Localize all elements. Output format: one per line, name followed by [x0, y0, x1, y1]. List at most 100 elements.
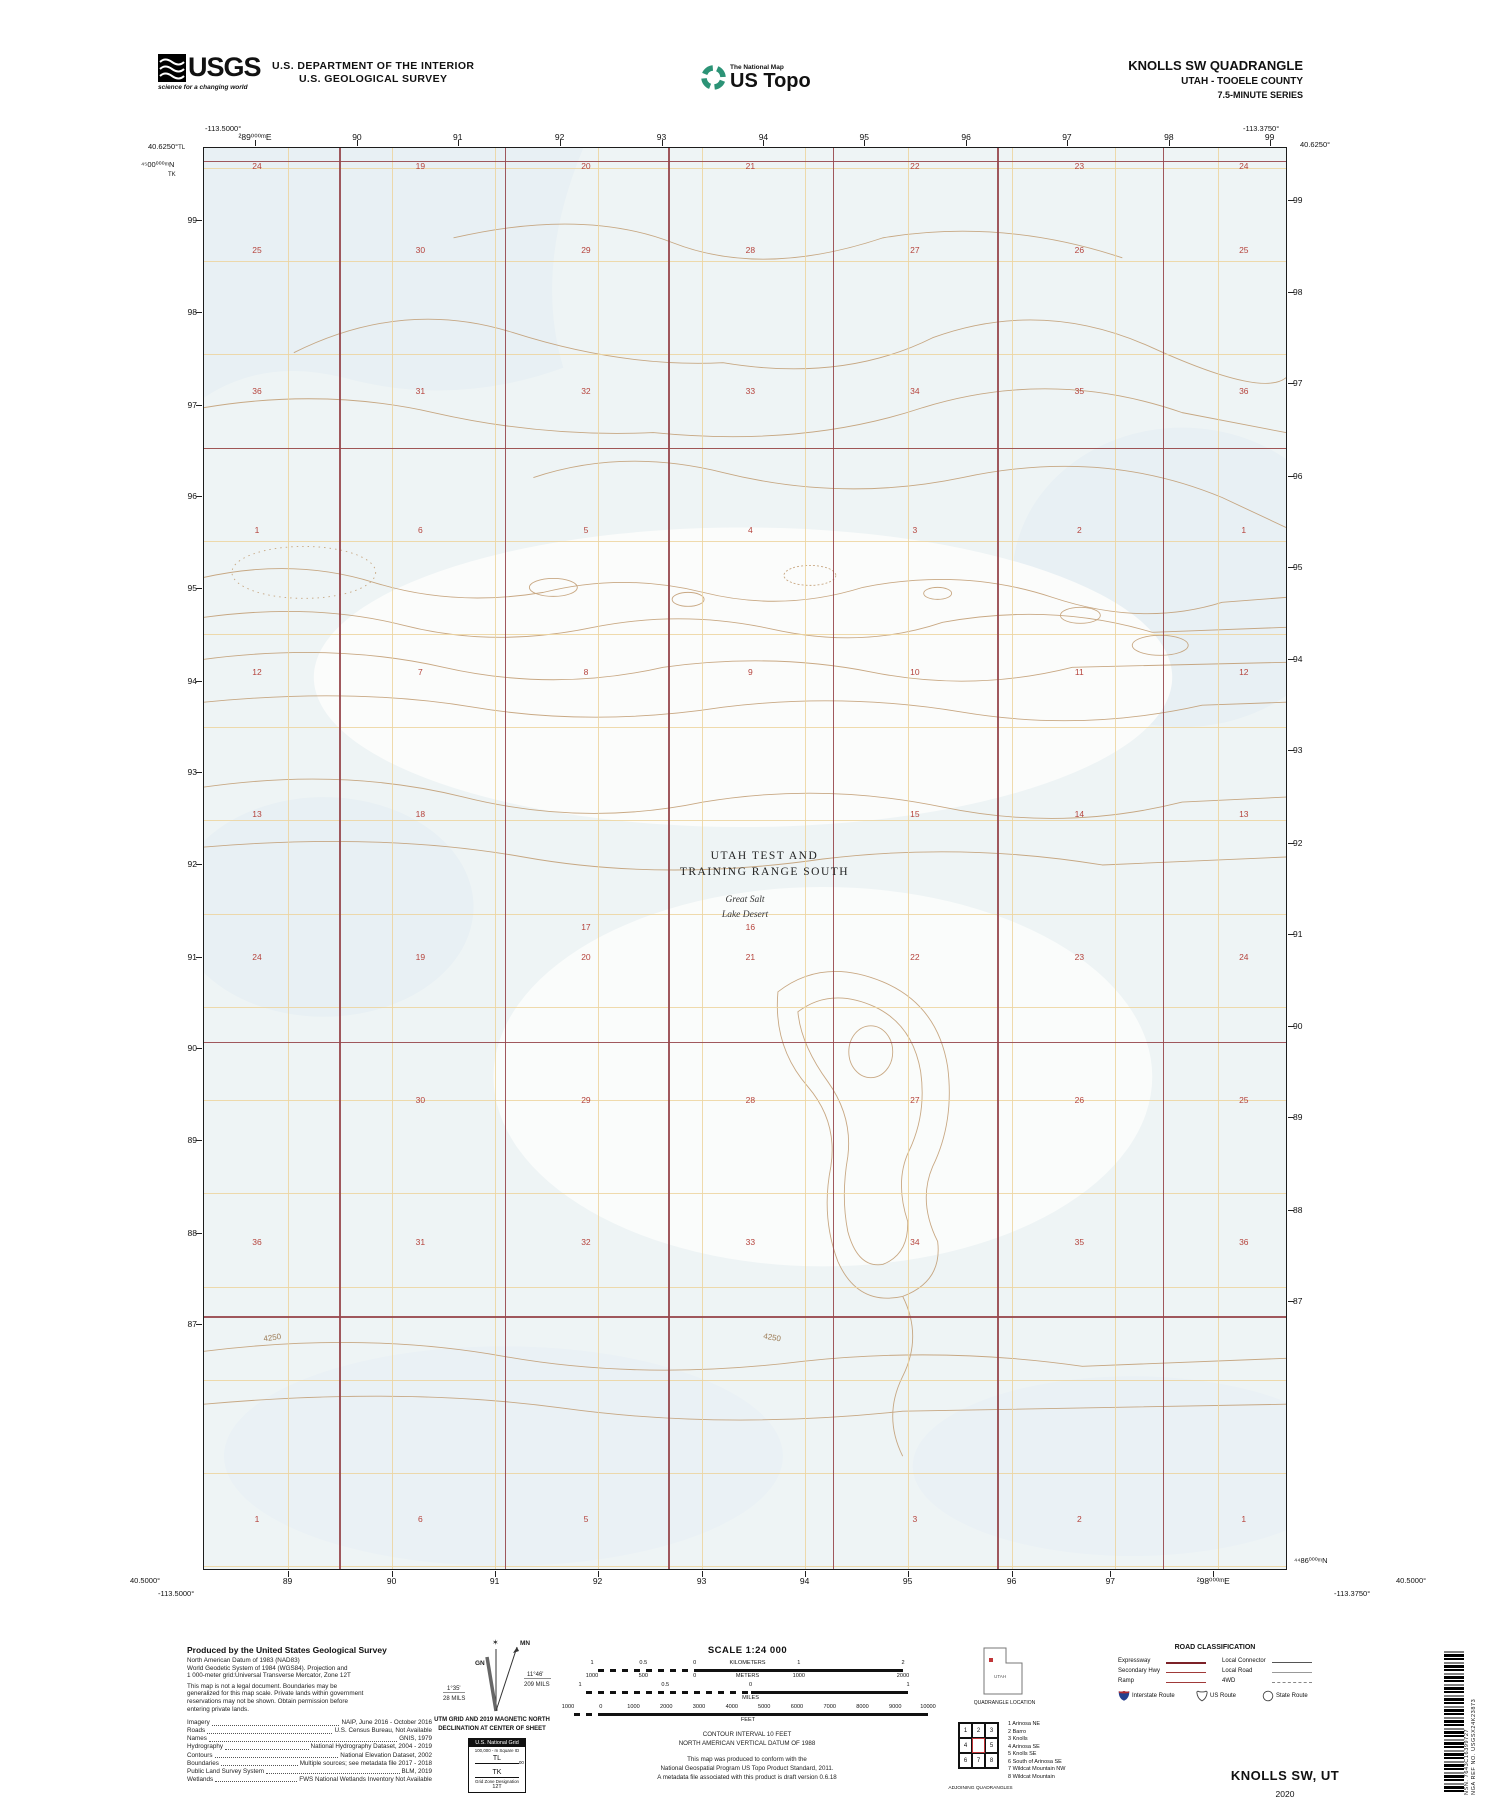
credit-leader-dots [266, 1773, 400, 1775]
plss-section-line-horizontal [204, 1041, 1286, 1044]
terrain-contours: 4250 4250 [204, 148, 1286, 1567]
scale-tick-label: 4000 [725, 1704, 739, 1710]
plss-section-number: 34 [910, 385, 920, 396]
usng-square-id-label: 100,000 - m Square ID [474, 1748, 520, 1753]
grid-easting-label: 97 [1062, 132, 1072, 142]
grid-tickmark [1110, 1571, 1112, 1577]
adjoining-quad-name: 8 Wildcat Mountain [1008, 1773, 1055, 1780]
grid-northing-label: 96 [1293, 470, 1303, 481]
corner-br-longitude: -113.3750° [1334, 1589, 1371, 1598]
adjoining-grid-cell: 7 [972, 1753, 985, 1768]
plss-section-number: 31 [415, 385, 426, 396]
contour-elevation-label: 4250 [263, 1332, 282, 1343]
credit-leader-dots [208, 1740, 398, 1742]
utm-grid-line-horizontal [204, 1100, 1286, 1102]
credit-row: Roads U.S. Census Bureau, Not Available [187, 1727, 432, 1735]
credit-value: Multiple sources; see metadata file 2017… [299, 1759, 432, 1767]
legal-notes: This map is not a legal document. Bounda… [187, 1683, 432, 1713]
scale-bar-miles: 1 0.5 0 1 MILES [578, 1682, 910, 1702]
grid-easting-label: 97 [1105, 1576, 1116, 1586]
grid-tickmark [1288, 750, 1294, 752]
plss-section-number: 25 [1239, 1095, 1249, 1106]
adjoining-grid-cell: 3 [985, 1723, 998, 1738]
grid-northing-label: 97 [187, 399, 197, 410]
plss-section-line-horizontal [204, 1316, 1286, 1318]
plss-section-number: 32 [581, 1237, 591, 1248]
grid-northing-label: 88 [187, 1227, 197, 1238]
credit-leader-dots [211, 1724, 340, 1726]
corner-tl-longitude: -113.5000° [205, 124, 242, 133]
grid-tickmark [196, 1140, 202, 1142]
scale-tick-label: 7000 [823, 1704, 836, 1710]
grid-easting-label: 91 [453, 132, 463, 142]
road-label-expressway: Expressway [1118, 1658, 1151, 1664]
road-sample-secondary [1166, 1672, 1206, 1673]
adjoining-quads-caption: ADJOINING QUADRANGLES [948, 1786, 1013, 1791]
us-topo-logo: The National Map US Topo [700, 64, 811, 91]
grid-easting-label: 92 [592, 1576, 603, 1586]
plss-section-number: 36 [252, 1237, 262, 1248]
scale-unit-label: MILES [742, 1695, 759, 1701]
grid-tickmark [196, 404, 202, 406]
utm-grid-line-horizontal [204, 633, 1286, 635]
grid-northing-label: 99 [1293, 194, 1303, 205]
utm-grid-line-vertical [805, 148, 807, 1569]
plss-section-number: 5 [583, 525, 589, 536]
scale-tick-label: 1 [906, 1682, 910, 1688]
utm-grid-line-vertical [701, 148, 703, 1569]
corner-tr-latitude: 40.6250° [1300, 140, 1331, 149]
credit-label: Names [187, 1735, 207, 1743]
grid-northing-label: 97 [1293, 378, 1303, 389]
grid-northing-label: 95 [187, 583, 197, 594]
grid-tickmark [1288, 199, 1294, 201]
grid-tickmark [1168, 140, 1170, 146]
credit-value: NAIP, June 2016 - October 2016 [341, 1719, 432, 1727]
plss-section-line-vertical [504, 148, 507, 1569]
us-national-grid-box: U.S. National Grid 100,000 - m Square ID… [468, 1738, 526, 1793]
quadrangle-location-caption: QUADRANGLE LOCATION [973, 1700, 1036, 1706]
declination-diagram: ✶ GN MN 1°35' 28 MILS 11°46' 209 MILS [443, 1638, 551, 1712]
grid-northing-label: 87 [187, 1318, 197, 1329]
credit-leader-dots [225, 1749, 309, 1751]
plss-section-number: 22 [910, 161, 920, 172]
utm-grid-line-horizontal [204, 727, 1286, 729]
grid-northing-label: 93 [1293, 745, 1303, 756]
credit-label: Imagery [187, 1719, 210, 1727]
credit-label: Public Land Survey System [187, 1767, 264, 1775]
adjoining-quad-name: 5 Knolls SE [1008, 1751, 1037, 1757]
adjoining-quads-list: 1 Arinosa NE 2 Barro 3 Knolls 4 Arinosa SE 5… [1008, 1721, 1065, 1781]
road-sample-local-road [1272, 1672, 1312, 1673]
plss-section-number: 18 [415, 809, 426, 820]
adjoining-quad-name: 6 South of Arinosa SE [1008, 1758, 1062, 1765]
plss-section-line-vertical [997, 148, 999, 1569]
plss-section-number: 3 [912, 1514, 918, 1525]
legal-note-line: generalized for this map scale. Private … [187, 1690, 364, 1698]
utm-grid-line-vertical [495, 148, 497, 1569]
nsn-number: NSN. 7643C16399727 [1464, 1728, 1470, 1795]
grid-easting-label: 93 [696, 1576, 707, 1586]
nga-ref-number: NGA REF NO. USGSX24K23873 [1471, 1698, 1477, 1795]
grid-north-label: GN [475, 1660, 485, 1667]
utm-grid-line-horizontal [204, 1472, 1286, 1474]
road-label-ramp: Ramp [1118, 1678, 1135, 1684]
utm-grid-line-horizontal [204, 167, 1286, 169]
road-sample-4wd [1272, 1682, 1312, 1683]
corner-bl-latitude: 40.5000° [130, 1576, 161, 1585]
us-route-label: US Route [1210, 1693, 1237, 1699]
grid-easting-label: 99 [1264, 132, 1275, 142]
grid-tickmark [196, 771, 202, 773]
grid-tickmark [391, 1571, 393, 1577]
utm-grid-line-horizontal [204, 1566, 1286, 1568]
scale-bar-kilometers: 1 0.5 0 KILOMETERS 1 2 1000 500 0 METERS 1000 2000 [586, 1660, 909, 1680]
grid-easting-label: ²98⁰⁰⁰ᵐE [1196, 1576, 1230, 1586]
interstate-route-legend: Interstate Route [1118, 1690, 1175, 1702]
grid-northing-label: 91 [1293, 928, 1303, 939]
grid-tickmark [864, 140, 866, 146]
grid-tickmark [1011, 1571, 1013, 1577]
plss-section-number: 28 [745, 245, 756, 256]
true-north-star: ✶ [492, 1638, 499, 1647]
legal-note-line: This map is not a legal document. Bounda… [187, 1682, 338, 1690]
grid-tickmark [1066, 140, 1068, 146]
grid-northing-label: 89 [1293, 1112, 1303, 1123]
